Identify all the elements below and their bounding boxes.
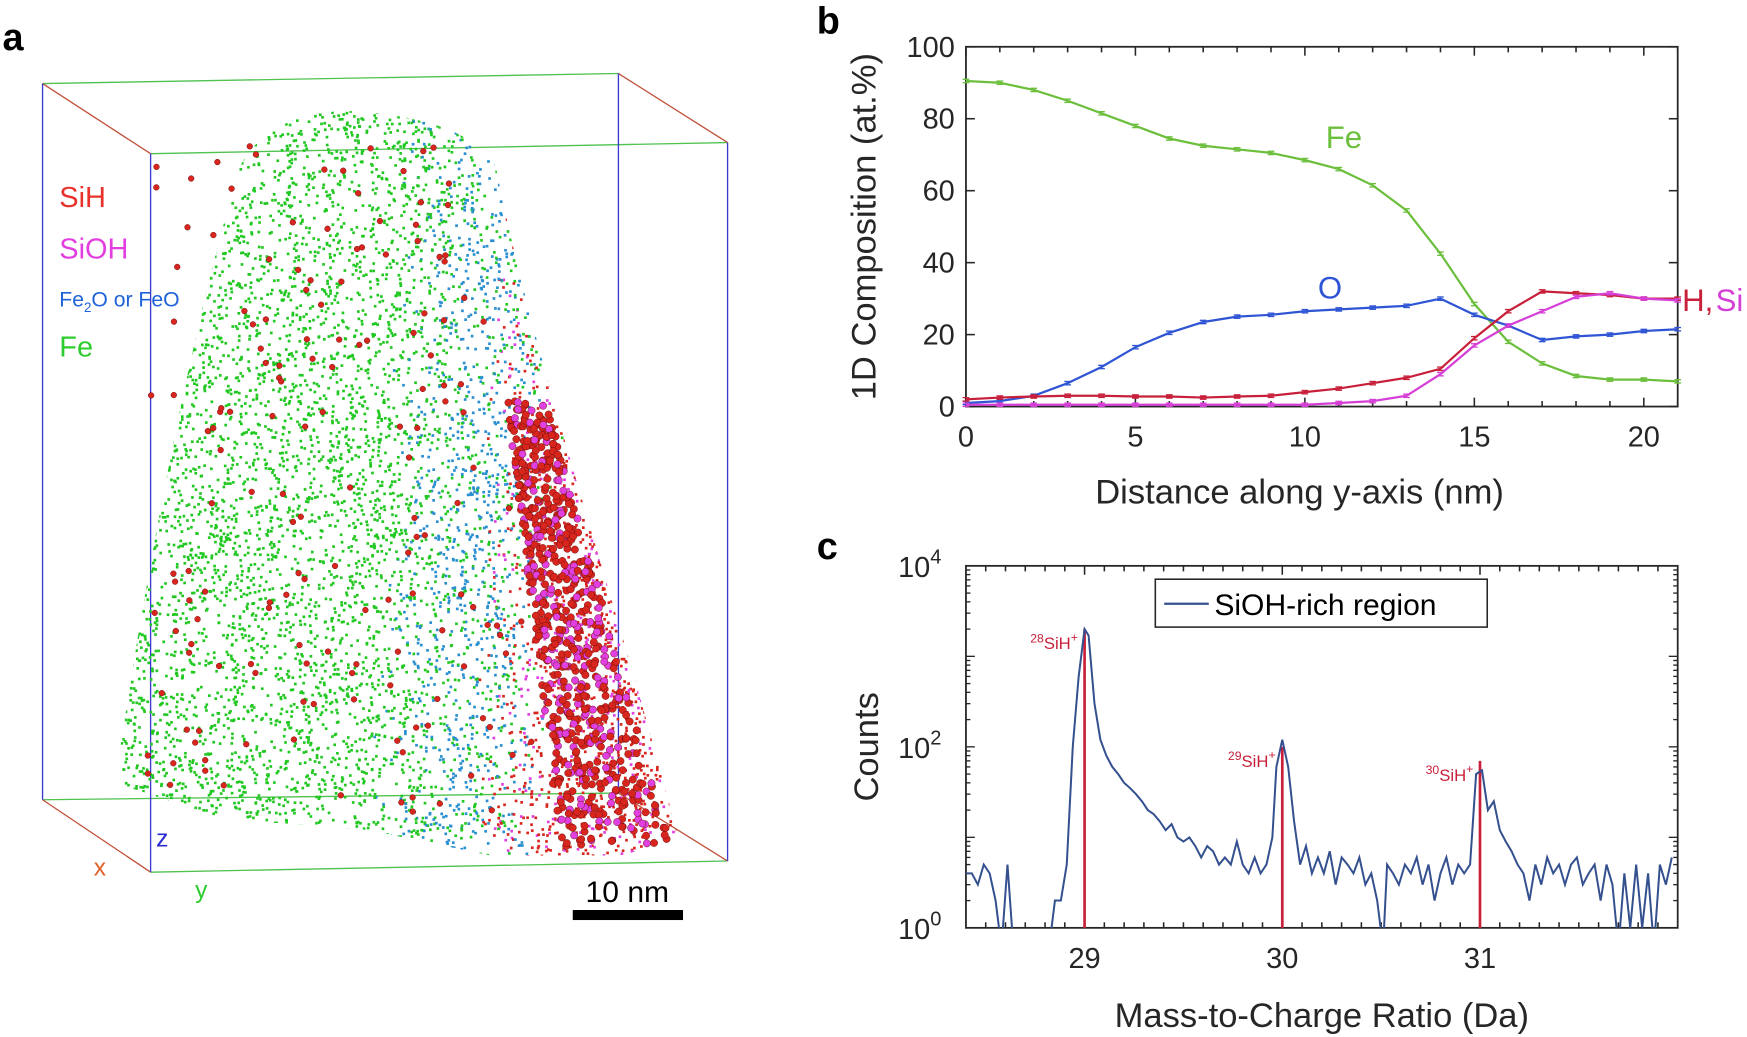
panel-label-c: c [817, 526, 838, 568]
x-tick-label: 29 [1068, 943, 1100, 975]
axis-y-label: y [195, 877, 208, 904]
y-tick-label: 104 [898, 547, 941, 584]
composition-profile-chart: 0 5 10 15 20 0 20 40 60 80 100 Distance along y-axi… [846, 32, 1744, 512]
y-tick-base: 10 [898, 733, 930, 765]
axis-x-label: x [94, 854, 106, 881]
y-tick-exponent: 0 [930, 909, 941, 931]
series-line-si [965, 292, 1678, 406]
composition-axes-box [965, 45, 1679, 408]
bounding-box [41, 72, 729, 873]
spectrum-line [965, 626, 1673, 928]
y-tick-label: 100 [906, 32, 954, 64]
series-line-h [965, 290, 1678, 401]
y-tick-base: 10 [898, 552, 930, 584]
x-tick-label: 15 [1458, 422, 1490, 454]
y-tick-base: 10 [898, 914, 930, 946]
y-tick-exponent: 4 [930, 547, 941, 569]
y-tick-label: 100 [898, 909, 941, 946]
isotope-marker-label: 28SiH+ [1030, 630, 1078, 653]
y-tick-label: 102 [898, 728, 941, 765]
y-tick-exponent: 2 [930, 728, 941, 750]
axis-z-label: z [156, 826, 168, 853]
legend-box [1154, 578, 1489, 628]
series-label-si: Si [1716, 283, 1744, 318]
isotope-species: SiH [1242, 752, 1269, 771]
y-axis-label: Counts [848, 692, 886, 801]
legend-iron-oxide: Fe2O or FeO [59, 288, 179, 315]
x-tick-label: 10 [1289, 422, 1321, 454]
isotope-marker-label: 29SiH+ [1228, 748, 1276, 771]
x-tick-label: 20 [1628, 422, 1660, 454]
mass-spectrum-chart: 29 30 3110010210428SiH+29SiH+30SiH+SiOH-ri… [848, 547, 1679, 1035]
x-tick-label: 5 [1127, 422, 1143, 454]
scale-bar [572, 910, 684, 921]
isotope-species: SiH [1439, 766, 1466, 785]
x-axis-label: Mass-to-Charge Ratio (Da) [1115, 997, 1529, 1035]
silicon-species-atoms [144, 143, 671, 850]
y-tick-label: 20 [923, 320, 955, 352]
y-tick-label: 60 [923, 176, 955, 208]
atom-probe-reconstruction: SiH SiOH Fe2O or FeO Fe x z y 10 nm [41, 72, 729, 921]
isotope-marker-label: 30SiH+ [1426, 762, 1474, 785]
x-tick-label: 31 [1464, 943, 1496, 975]
x-tick-label: 0 [958, 422, 974, 454]
isotope-charge: + [1071, 630, 1078, 644]
y-tick-label: 0 [939, 392, 955, 424]
y-tick-label: 40 [923, 248, 955, 280]
isotope-mass: 30 [1426, 763, 1440, 777]
legend: SiOH-rich region [1154, 578, 1489, 628]
x-tick-label: 30 [1266, 943, 1298, 975]
legend-sih: SiH [59, 182, 106, 214]
legend-sioh: SiOH [59, 233, 128, 265]
y-axis-label: 1D Composition (at.%) [846, 53, 884, 400]
panel-label-a: a [2, 17, 24, 59]
panel-label-b: b [817, 0, 840, 42]
series-label-fe: Fe [1326, 120, 1362, 155]
series-label-h: H, [1682, 283, 1713, 318]
isotope-species: SiH [1044, 634, 1071, 653]
legend-fe: Fe [59, 331, 93, 363]
atom-cloud [117, 111, 678, 856]
legend-label: SiOH-rich region [1214, 589, 1436, 622]
y-tick-label: 80 [923, 104, 955, 136]
series-label-o: O [1318, 271, 1342, 306]
x-axis-label: Distance along y-axis (nm) [1095, 473, 1504, 511]
isotope-charge: + [1466, 762, 1473, 776]
isotope-mass: 29 [1228, 749, 1242, 763]
series-line-fe [965, 79, 1678, 383]
isotope-charge: + [1268, 748, 1275, 762]
isotope-mass: 28 [1030, 631, 1044, 645]
scale-bar-label: 10 nm [586, 876, 670, 909]
series-line-o [965, 297, 1678, 405]
